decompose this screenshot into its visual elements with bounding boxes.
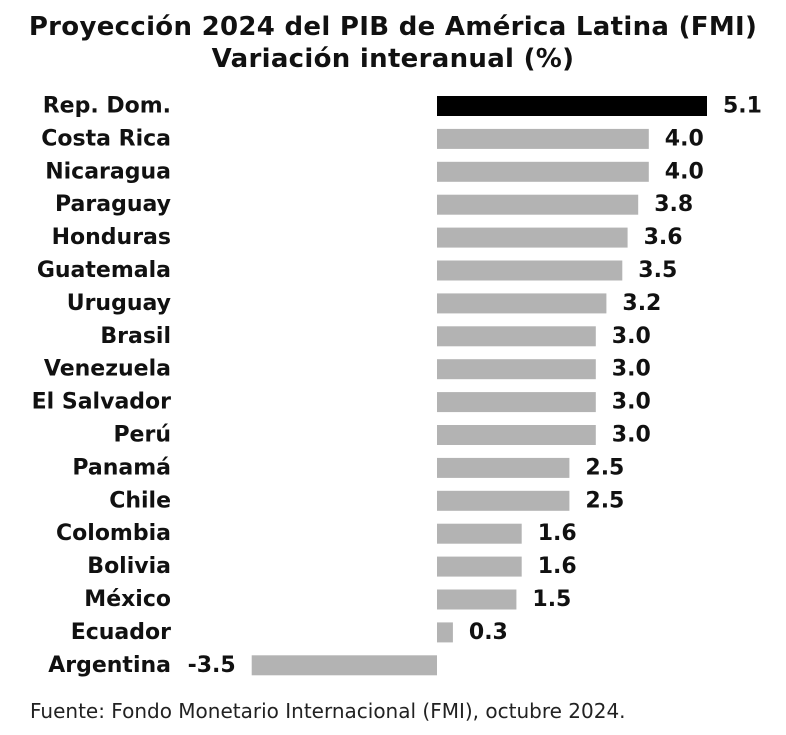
category-label-costa-rica: Costa Rica (41, 126, 171, 151)
source-note: Fuente: Fondo Monetario Internacional (F… (30, 699, 626, 723)
bar-uruguay (437, 293, 607, 314)
bar-ecuador (437, 622, 453, 643)
value-label-panama: 2.5 (585, 455, 624, 480)
category-label-bolivia: Bolivia (87, 554, 171, 579)
value-label-nicaragua: 4.0 (665, 159, 704, 184)
bar-rep-dom (437, 96, 707, 116)
category-label-chile: Chile (109, 488, 171, 513)
category-label-honduras: Honduras (52, 225, 171, 250)
value-label-costa-rica: 4.0 (665, 126, 704, 151)
value-label-paraguay: 3.8 (654, 192, 693, 217)
value-label-rep-dom: 5.1 (723, 94, 762, 119)
value-label-uruguay: 3.2 (622, 291, 661, 316)
bar-costa-rica (437, 128, 649, 149)
category-label-uruguay: Uruguay (67, 291, 171, 316)
category-label-rep-dom: Rep. Dom. (43, 94, 171, 119)
value-label-bolivia: 1.6 (538, 554, 577, 579)
category-label-colombia: Colombia (56, 521, 171, 546)
category-label-brasil: Brasil (100, 324, 171, 349)
value-label-mexico: 1.5 (532, 587, 571, 612)
value-label-colombia: 1.6 (538, 521, 577, 546)
bar-colombia (437, 523, 522, 544)
bar-peru (437, 425, 596, 445)
category-label-argentina: Argentina (48, 653, 171, 678)
bar-paraguay (437, 194, 639, 215)
category-label-nicaragua: Nicaragua (45, 159, 171, 184)
value-label-guatemala: 3.5 (638, 258, 677, 283)
value-label-chile: 2.5 (585, 488, 624, 513)
value-label-ecuador: 0.3 (469, 620, 508, 645)
bar-argentina (251, 655, 437, 676)
category-label-peru: Perú (113, 423, 171, 448)
chart-title: Proyección 2024 del PIB de América Latin… (28, 12, 758, 42)
chart-subtitle: Variación interanual (%) (211, 44, 575, 74)
bar-bolivia (437, 556, 522, 577)
bar-guatemala (437, 260, 623, 281)
value-label-brasil: 3.0 (612, 324, 651, 349)
category-label-paraguay: Paraguay (55, 192, 171, 217)
value-label-peru: 3.0 (612, 423, 651, 448)
bar-chart: Rep. Dom. 5.1 Costa Rica 4.0 Nicaragua 4.0 Par… (32, 94, 762, 678)
bar-nicaragua (437, 161, 649, 182)
value-label-honduras: 3.6 (644, 225, 683, 250)
bar-el-salvador (437, 392, 596, 413)
category-label-guatemala: Guatemala (37, 258, 171, 283)
value-label-venezuela: 3.0 (612, 357, 651, 382)
bar-mexico (437, 589, 517, 610)
category-label-el-salvador: El Salvador (32, 390, 172, 415)
category-label-venezuela: Venezuela (44, 357, 171, 382)
category-label-ecuador: Ecuador (71, 620, 171, 645)
bar-brasil (437, 326, 596, 347)
bar-honduras (437, 227, 628, 248)
category-label-mexico: México (84, 587, 171, 612)
value-label-argentina: -3.5 (188, 653, 236, 678)
category-label-panama: Panamá (72, 455, 171, 480)
bar-chile (437, 490, 570, 511)
bar-venezuela (437, 359, 596, 380)
value-label-el-salvador: 3.0 (612, 390, 651, 415)
bar-panama (437, 457, 570, 478)
